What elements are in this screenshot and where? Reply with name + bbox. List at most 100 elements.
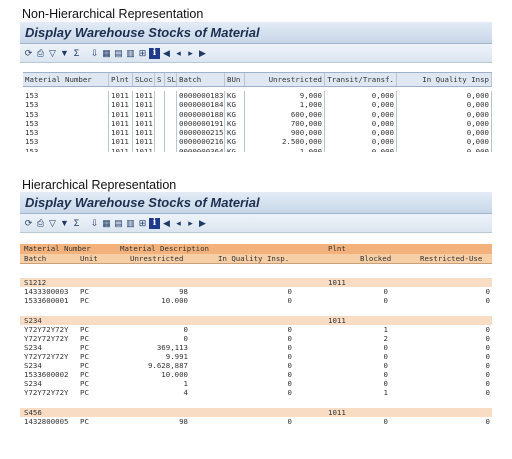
column-header[interactable]: Unrestricted: [245, 73, 325, 86]
layout-icon[interactable]: ▤: [114, 47, 123, 58]
print-icon[interactable]: ⎙: [36, 47, 45, 58]
grid-icon[interactable]: ▥: [126, 47, 135, 58]
table-cell: 0000000183: [179, 91, 225, 101]
cell-unrestricted: 9.991: [165, 352, 188, 361]
column-header[interactable]: BUn: [225, 73, 245, 86]
list-item[interactable]: Y72Y72Y72Y PC 0 0 2 0: [20, 334, 492, 343]
list-item[interactable]: Y72Y72Y72Y PC 4 0 1 0: [20, 388, 492, 397]
previous-page-icon[interactable]: ◂: [176, 47, 181, 58]
col-quality[interactable]: In Quality Insp.: [218, 253, 290, 263]
table-cell: 0,000: [397, 128, 492, 138]
next-page-icon[interactable]: ▸: [188, 217, 193, 228]
filter-set-icon[interactable]: ▼: [60, 47, 69, 58]
cell-restricted: 0: [485, 379, 490, 388]
table-cell: 153: [23, 118, 109, 129]
col-blocked[interactable]: Blocked: [360, 253, 392, 263]
list-item[interactable]: Y72Y72Y72Y PC 9.991 0 0 0: [20, 352, 492, 361]
col-material-description[interactable]: Material Description: [120, 244, 209, 253]
table-cell: [165, 100, 177, 110]
material-group-header[interactable]: S234 1011: [20, 316, 492, 325]
toolbar: ⟳ ⎙ ▽ ▼ Σ ⇩ ▦ ▤ ▥ ⊞ i ◀︎ ◂ ▸ ▶︎: [20, 214, 492, 233]
material-group-header[interactable]: S1212 1011: [20, 278, 492, 287]
sum-icon[interactable]: Σ: [73, 47, 80, 58]
column-header[interactable]: Material Number: [23, 73, 109, 86]
table-cell: 153: [23, 146, 109, 152]
list-item[interactable]: S234 PC 9.628,887 0 0 0: [20, 361, 492, 370]
spreadsheet-icon[interactable]: ▦: [102, 217, 111, 228]
cell-unit: PC: [80, 379, 89, 388]
first-page-icon[interactable]: ◀︎: [163, 217, 170, 228]
sum-icon[interactable]: Σ: [73, 217, 80, 228]
table-cell: KG: [225, 109, 245, 119]
cell-batch: Y72Y72Y72Y: [24, 388, 69, 397]
col-unit[interactable]: Unit: [80, 253, 98, 263]
col-batch[interactable]: Batch: [24, 253, 47, 263]
cell-unit: PC: [80, 343, 89, 352]
info-icon[interactable]: i: [149, 47, 160, 59]
list-item[interactable]: 1533600002 PC 10.000 0 0 0: [20, 370, 492, 379]
cell-quality: 0: [287, 325, 292, 334]
first-page-icon[interactable]: ◀︎: [163, 47, 170, 58]
spreadsheet-icon[interactable]: ▦: [102, 47, 111, 58]
column-header[interactable]: Transit/Transf.: [325, 73, 397, 86]
list-item[interactable]: Y72Y72Y72Y PC 0 0 1 0: [20, 325, 492, 334]
material-group-header[interactable]: S456 1011: [20, 408, 492, 417]
print-icon[interactable]: ⎙: [36, 217, 45, 228]
table-cell: KG: [225, 137, 245, 147]
table-cell: 1,000: [245, 100, 325, 110]
table-row: 153 1011 1011 0000000188 KG 600,000 0,000 0,000: [23, 109, 492, 119]
choose-layout-icon[interactable]: ⊞: [138, 47, 147, 58]
list-item[interactable]: 1432800005 PC 98 0 0 0: [20, 417, 492, 426]
cell-unrestricted: 10.000: [161, 370, 188, 379]
col-material-number[interactable]: Material Number: [24, 244, 91, 253]
table-row: 153 1011 1011 0000000191 KG 700,000 0,000 0,000: [23, 118, 492, 129]
cell-quality: 0: [287, 343, 292, 352]
last-page-icon[interactable]: ▶︎: [199, 47, 206, 58]
export-icon[interactable]: ⇩: [90, 47, 99, 58]
filter-icon[interactable]: ▽: [49, 47, 56, 58]
col-restricted[interactable]: Restricted-Use: [420, 253, 483, 263]
export-icon[interactable]: ⇩: [90, 217, 99, 228]
previous-page-icon[interactable]: ◂: [176, 217, 181, 228]
filter-set-icon[interactable]: ▼: [60, 217, 69, 228]
last-page-icon[interactable]: ▶︎: [199, 217, 206, 228]
filter-icon[interactable]: ▽: [49, 217, 56, 228]
next-page-icon[interactable]: ▸: [188, 47, 193, 58]
col-unrestricted[interactable]: Unrestricted: [130, 253, 184, 263]
list-item[interactable]: S234 PC 369,113 0 0 0: [20, 343, 492, 352]
table-cell: [155, 128, 165, 138]
column-header[interactable]: SL: [167, 73, 177, 86]
refresh-icon[interactable]: ⟳: [24, 217, 33, 228]
refresh-icon[interactable]: ⟳: [24, 47, 33, 58]
cell-unrestricted: 0: [183, 334, 188, 343]
cell-unrestricted: 98: [179, 417, 188, 426]
table-cell: 1011: [109, 128, 133, 138]
table-cell: [165, 137, 177, 147]
column-header[interactable]: In Quality Insp: [397, 73, 492, 86]
cell-restricted: 0: [485, 325, 490, 334]
column-header[interactable]: SLoc: [133, 73, 155, 86]
col-plant[interactable]: Plnt: [328, 244, 346, 253]
cell-batch: S234: [24, 379, 42, 388]
table-cell: KG: [225, 118, 245, 129]
column-header[interactable]: Batch: [177, 73, 225, 86]
cell-batch: 1432800005: [24, 417, 69, 426]
table-cell: 0000000184: [179, 100, 225, 110]
table-cell: [155, 137, 165, 147]
list-item[interactable]: S234 PC 1 0 0 0: [20, 379, 492, 388]
grid-icon[interactable]: ▥: [126, 217, 135, 228]
cell-unit: PC: [80, 388, 89, 397]
choose-layout-icon[interactable]: ⊞: [138, 217, 147, 228]
layout-icon[interactable]: ▤: [114, 217, 123, 228]
screen-non-hierarchical: Display Warehouse Stocks of Material ⟳ ⎙…: [20, 22, 492, 152]
cell-restricted: 0: [485, 296, 490, 305]
column-header[interactable]: Plnt: [109, 73, 133, 86]
table-cell: 0,000: [325, 128, 397, 138]
column-header[interactable]: S: [155, 73, 165, 86]
cell-batch: Y72Y72Y72Y: [24, 352, 69, 361]
list-item[interactable]: 1533600001 PC 10.000 0 0 0: [20, 296, 492, 305]
table-cell: 1011: [109, 118, 133, 129]
cell-restricted: 0: [485, 388, 490, 397]
info-icon[interactable]: i: [149, 217, 160, 229]
list-item[interactable]: 1433300003 PC 98 0 0 0: [20, 287, 492, 296]
